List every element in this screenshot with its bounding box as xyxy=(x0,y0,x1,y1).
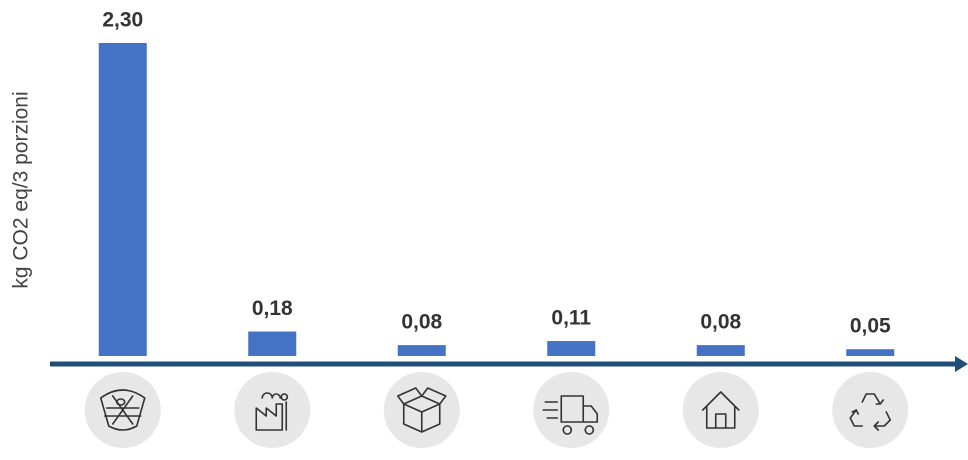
category-icon xyxy=(832,372,909,448)
value-label: 0,18 xyxy=(252,297,293,320)
value-label: 0,11 xyxy=(551,307,591,330)
value-label: 0,08 xyxy=(401,311,442,334)
value-label: 2,30 xyxy=(102,9,143,32)
icon-glyph xyxy=(396,387,447,433)
icon-circle xyxy=(682,372,759,448)
bar xyxy=(547,341,596,356)
category-icon xyxy=(533,372,610,448)
icon-circle xyxy=(234,372,311,448)
icon-glyph xyxy=(849,393,892,431)
icon-glyph xyxy=(542,395,599,435)
icon-glyph xyxy=(701,391,740,429)
icon-glyph xyxy=(99,389,146,431)
y-axis-label: kg CO2 eq/3 porzioni xyxy=(10,91,33,288)
value-label: 0,05 xyxy=(850,315,891,338)
bar xyxy=(696,345,745,356)
category-icon xyxy=(234,372,311,448)
x-axis-arrow xyxy=(955,356,968,372)
icon-circle xyxy=(533,372,610,448)
bar xyxy=(397,345,446,356)
category-icon xyxy=(682,372,759,448)
icon-circle xyxy=(383,372,460,448)
bar xyxy=(248,331,297,356)
bar xyxy=(846,349,895,356)
category-icons xyxy=(84,372,909,448)
category-icon xyxy=(383,372,460,448)
icon-circle xyxy=(832,372,909,448)
icon-glyph xyxy=(255,392,289,431)
category-icon xyxy=(84,372,161,448)
value-label: 0,08 xyxy=(700,311,741,334)
bar xyxy=(98,43,147,356)
